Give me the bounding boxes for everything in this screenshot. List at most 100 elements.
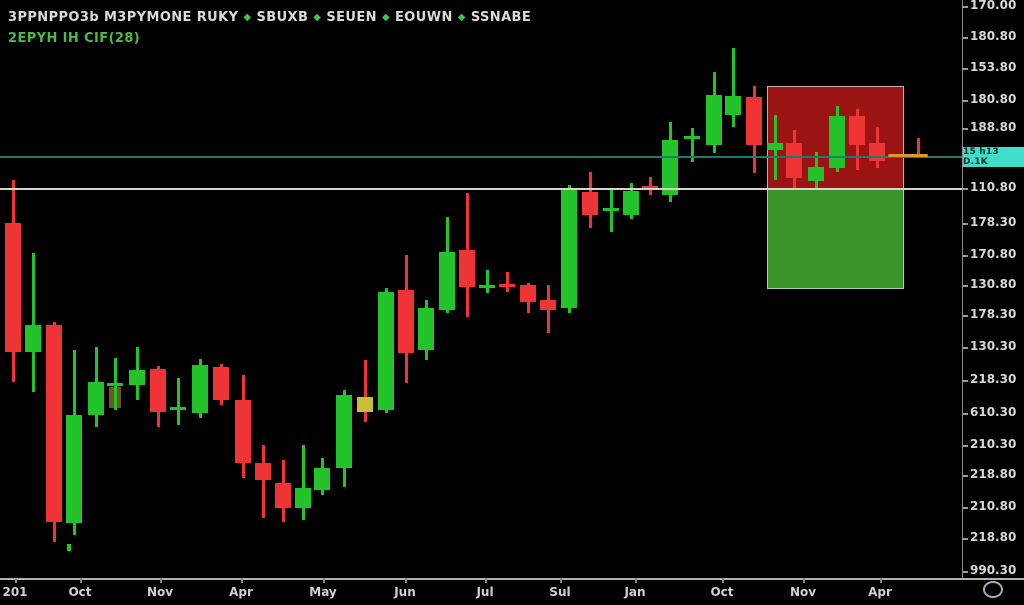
position-tool-reward-box[interactable] bbox=[767, 189, 904, 289]
price-label: 210.80 bbox=[970, 499, 1017, 513]
symbol-title: 3PPNPPO3b M3PYMONE RUKY bbox=[8, 10, 239, 25]
candle-body bbox=[582, 192, 598, 215]
price-label: 218.30 bbox=[970, 372, 1017, 386]
chart-canvas[interactable]: 3PPNPPO3b M3PYMONE RUKY ◆ SBUXB ◆ SEUEN ◆ EOUW… bbox=[0, 0, 962, 578]
candle-body bbox=[398, 290, 414, 353]
candle-body bbox=[170, 407, 186, 410]
candle-body bbox=[275, 483, 291, 508]
price-label: 170.00 bbox=[970, 0, 1017, 12]
time-tick bbox=[241, 578, 243, 583]
price-tick bbox=[962, 571, 968, 573]
candle-body bbox=[869, 143, 885, 161]
candle-body bbox=[66, 415, 82, 523]
candle-wick bbox=[32, 253, 35, 392]
candles-layer bbox=[5, 48, 926, 542]
price-label: 610.30 bbox=[970, 405, 1017, 419]
price-label: 990.30 bbox=[970, 563, 1017, 577]
price-label: 180.80 bbox=[970, 92, 1017, 106]
price-tick bbox=[962, 507, 968, 509]
price-tick bbox=[962, 6, 968, 8]
candle-wick bbox=[177, 378, 180, 425]
time-label: May bbox=[309, 585, 337, 599]
candle-body bbox=[561, 189, 577, 308]
price-tick bbox=[962, 188, 968, 190]
candle-body bbox=[603, 208, 619, 211]
candle-wick bbox=[732, 48, 735, 127]
price-label: 218.80 bbox=[970, 467, 1017, 481]
time-tick bbox=[160, 578, 162, 583]
price-tick bbox=[962, 255, 968, 257]
time-label: Apr bbox=[229, 585, 253, 599]
time-axis[interactable]: 201 Oct Nov Apr May Jun Jul Sul Jan Oct Nov Apr bbox=[0, 578, 1024, 605]
candle-body bbox=[378, 292, 394, 410]
chart-header: 3PPNPPO3b M3PYMONE RUKY ◆ SBUXB ◆ SEUEN ◆ EOUW… bbox=[8, 6, 531, 49]
candle-body bbox=[725, 96, 741, 115]
time-tick bbox=[323, 578, 325, 583]
price-tick bbox=[962, 315, 968, 317]
candle-body bbox=[213, 367, 229, 400]
price-label: 210.30 bbox=[970, 437, 1017, 451]
time-label: Nov bbox=[789, 585, 817, 599]
diamond-separator-icon: ◆ bbox=[313, 12, 322, 23]
header-value-3: EOUWN bbox=[395, 10, 453, 25]
candle-body bbox=[540, 300, 556, 310]
candle-body bbox=[767, 143, 783, 150]
price-label: 130.30 bbox=[970, 339, 1017, 353]
candle-wick bbox=[486, 270, 489, 293]
candle-body bbox=[706, 95, 722, 145]
candle-wick bbox=[506, 272, 509, 292]
time-label: Apr bbox=[868, 585, 892, 599]
price-label: 130.80 bbox=[970, 277, 1017, 291]
time-tick bbox=[803, 578, 805, 583]
price-label: 180.80 bbox=[970, 29, 1017, 43]
time-label: Sul bbox=[549, 585, 571, 599]
candle-body bbox=[129, 370, 145, 385]
time-label: 201 bbox=[2, 585, 28, 599]
candle-wick bbox=[364, 360, 367, 422]
header-value-1: SBUXB bbox=[256, 10, 309, 25]
candle-wick bbox=[917, 138, 920, 158]
price-tick bbox=[962, 37, 968, 39]
entry-level-line[interactable] bbox=[0, 188, 962, 190]
candle-body bbox=[107, 383, 123, 386]
price-tick bbox=[962, 100, 968, 102]
candle-body bbox=[5, 223, 21, 352]
price-label: 178.30 bbox=[970, 215, 1017, 229]
current-price-line[interactable] bbox=[0, 156, 962, 158]
price-axis[interactable]: 15 h13 D.1K 170.00 180.80 153.80 180.80 188.… bbox=[962, 0, 1024, 578]
time-tick bbox=[405, 578, 407, 583]
candle-body bbox=[88, 382, 104, 415]
candle-body bbox=[662, 140, 678, 195]
candle-body bbox=[829, 116, 845, 168]
time-label: Jan bbox=[624, 585, 646, 599]
time-tick bbox=[15, 578, 17, 583]
price-label: 110.80 bbox=[970, 180, 1017, 194]
price-tick bbox=[962, 413, 968, 415]
candle-body bbox=[150, 369, 166, 412]
circle-button[interactable] bbox=[983, 581, 1003, 598]
candle-body bbox=[684, 136, 700, 139]
candle-body bbox=[479, 285, 495, 288]
chart-mark bbox=[67, 544, 71, 551]
time-label: Oct bbox=[68, 585, 92, 599]
candle-body bbox=[642, 186, 658, 189]
price-tick bbox=[962, 347, 968, 349]
candle-body bbox=[295, 488, 311, 508]
price-tick bbox=[962, 538, 968, 540]
candle-body bbox=[192, 365, 208, 413]
candle-body bbox=[46, 325, 62, 522]
candle-body bbox=[746, 97, 762, 145]
candle-body bbox=[849, 116, 865, 145]
candle-wick bbox=[262, 445, 265, 518]
candle-body bbox=[808, 167, 824, 181]
candle-body bbox=[623, 191, 639, 215]
price-tick bbox=[962, 68, 968, 70]
time-tick bbox=[80, 578, 82, 583]
time-tick bbox=[722, 578, 724, 583]
price-tick bbox=[962, 380, 968, 382]
time-label: Jun bbox=[394, 585, 416, 599]
current-price-label: 15 h13 D.1K bbox=[963, 147, 1024, 167]
indicator-label: 2EPYH IH CIF(28) bbox=[8, 31, 141, 46]
time-label: Jul bbox=[476, 585, 494, 599]
